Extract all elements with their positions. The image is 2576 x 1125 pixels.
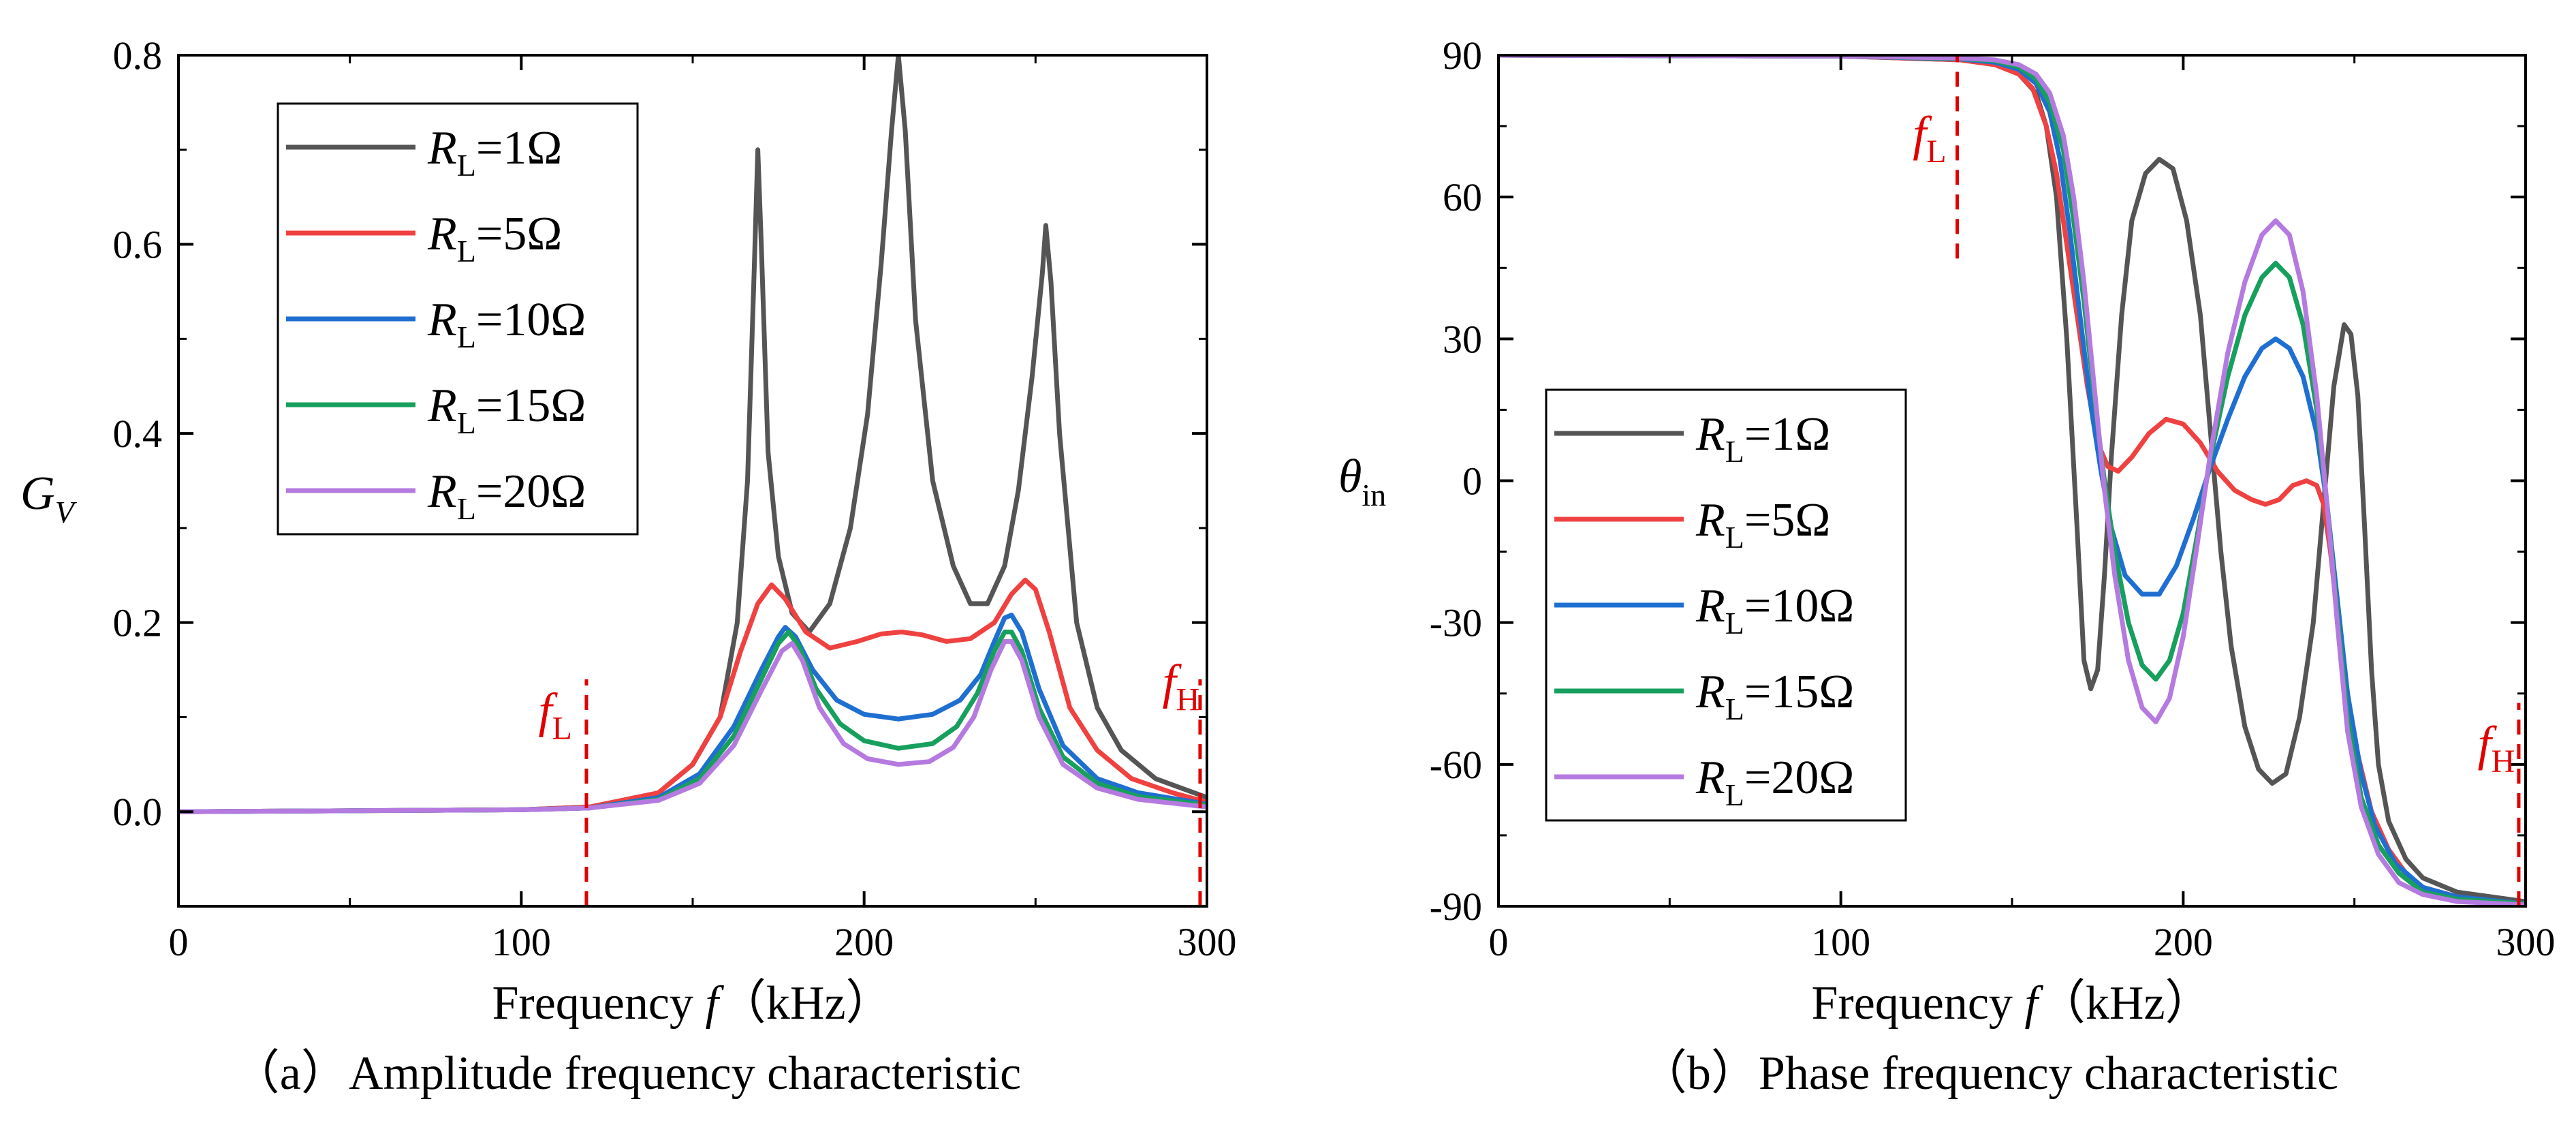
phase-xtick-label: 300 xyxy=(2496,920,2556,964)
amplitude-series-2 xyxy=(178,577,1207,814)
amplitude-ytick-label: 0.6 xyxy=(113,223,163,267)
phase-ytick-label: 30 xyxy=(1443,317,1482,361)
amplitude-series-1 xyxy=(178,55,1207,814)
phase-legend: RL=1Ω RL=5Ω RL=10Ω RL=15Ω RL=20Ω xyxy=(1545,388,1907,822)
phase-ytick-label: 60 xyxy=(1443,175,1482,219)
phase-ytick-label: 0 xyxy=(1462,459,1482,504)
phase-legend-label-1: RL=1Ω xyxy=(1695,408,1830,469)
phase-series-5 xyxy=(1498,55,2526,906)
amplitude-xlabel: Frequency f（kHz） xyxy=(492,977,893,1030)
amplitude-marker-label-L: fL xyxy=(539,683,572,746)
phase-series-3 xyxy=(1498,55,2526,906)
amplitude-xtick-label: 0 xyxy=(169,920,189,964)
amplitude-legend-label-2: RL=5Ω xyxy=(427,208,562,268)
phase-caption: （b）Phase frequency characteristic xyxy=(1639,1047,2338,1100)
amplitude-xtick-label: 100 xyxy=(492,920,551,964)
amplitude-legend-label-3: RL=10Ω xyxy=(427,294,586,354)
phase-xlabel: Frequency f（kHz） xyxy=(1811,977,2212,1030)
amplitude-ytick-label: 0.8 xyxy=(113,33,163,78)
phase-ytick-label: -30 xyxy=(1430,601,1482,645)
phase-legend-label-2: RL=5Ω xyxy=(1695,494,1830,555)
amplitude-legend-label-4: RL=15Ω xyxy=(427,380,586,440)
phase-xtick-label: 100 xyxy=(1811,920,1870,964)
amplitude-series-5 xyxy=(178,638,1207,814)
amplitude-series-3 xyxy=(178,613,1207,814)
amplitude-ylabel: GV xyxy=(20,467,78,529)
phase-ytick-label: -90 xyxy=(1430,884,1482,929)
amplitude-ytick-label: 0.0 xyxy=(113,790,163,834)
phase-series-1 xyxy=(1498,55,2526,904)
phase-ytick-label: 90 xyxy=(1443,33,1482,78)
phase-xtick-label: 200 xyxy=(2154,920,2213,964)
amplitude-xtick-label: 300 xyxy=(1178,920,1237,964)
amplitude-xtick-label: 200 xyxy=(834,920,894,964)
phase-ylabel: θin xyxy=(1338,450,1386,512)
amplitude-legend-label-5: RL=20Ω xyxy=(427,465,586,526)
amplitude-caption: （a）Amplitude frequency characteristic xyxy=(232,1047,1021,1100)
amplitude-ytick-label: 0.2 xyxy=(113,601,163,645)
phase-legend-label-5: RL=20Ω xyxy=(1695,752,1854,812)
phase-legend-label-3: RL=10Ω xyxy=(1695,580,1854,641)
phase-legend-label-4: RL=15Ω xyxy=(1695,666,1854,726)
amplitude-legend-label-1: RL=1Ω xyxy=(427,122,562,183)
amplitude-ytick-label: 0.4 xyxy=(113,412,163,456)
phase-xtick-label: 0 xyxy=(1489,920,1509,964)
phase-ytick-label: -60 xyxy=(1430,743,1482,787)
amplitude-chart: 0 100 200 300 0.00.20.40.60.8 RL=1ΩRL=5ΩRL=… xyxy=(20,33,1237,1100)
amplitude-legend: RL=1Ω RL=5Ω RL=10Ω RL=15Ω RL=20Ω xyxy=(277,102,639,536)
